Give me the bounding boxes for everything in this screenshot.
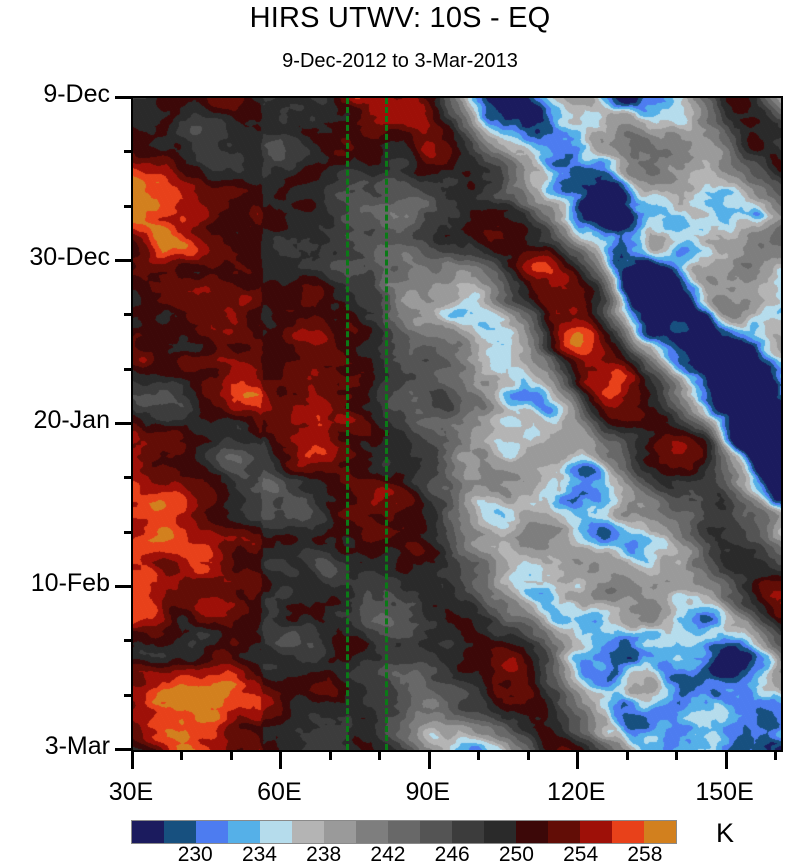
x-axis-label-120e: 120E [546, 778, 606, 806]
colorbar-label-238: 238 [306, 843, 342, 866]
colorbar-segment-8 [388, 821, 420, 843]
colorbar-segment-9 [420, 821, 452, 843]
x-tick-13 [774, 750, 778, 760]
x-tick-2 [229, 750, 233, 760]
colorbar-segment-5 [292, 821, 324, 843]
colorbar-segment-0 [132, 821, 164, 843]
y-tick-11 [124, 693, 133, 697]
contour-field-canvas [133, 98, 781, 750]
colorbar-label-254: 254 [563, 843, 599, 866]
colorbar [131, 820, 677, 844]
x-tick-7 [477, 750, 481, 760]
colorbar-segment-7 [356, 821, 388, 843]
x-tick-0 [131, 750, 134, 769]
colorbar-segment-1 [164, 821, 196, 843]
x-tick-11 [675, 750, 679, 760]
y-tick-0 [115, 96, 133, 99]
colorbar-segment-13 [548, 821, 580, 843]
y-axis-label-9-dec: 9-Dec [43, 80, 110, 108]
x-tick-8 [526, 750, 530, 760]
colorbar-segment-4 [260, 821, 292, 843]
chart-subtitle: 9-Dec-2012 to 3-Mar-2013 [282, 50, 518, 72]
y-tick-10 [124, 639, 133, 643]
y-tick-3 [115, 259, 133, 262]
y-axis-label-10-feb: 10-Feb [30, 569, 110, 597]
colorbar-label-250: 250 [498, 843, 534, 866]
x-tick-10 [625, 750, 629, 760]
x-tick-1 [180, 750, 184, 760]
colorbar-label-234: 234 [241, 843, 277, 866]
colorbar-segment-2 [196, 821, 228, 843]
vline-annotation-1 [385, 98, 389, 750]
colorbar-unit-label: K [716, 818, 735, 848]
y-tick-12 [115, 748, 133, 751]
y-tick-1 [124, 150, 133, 154]
x-tick-9 [576, 750, 580, 769]
colorbar-segment-11 [484, 821, 516, 843]
y-tick-9 [115, 585, 133, 588]
y-axis-label-30-dec: 30-Dec [29, 243, 110, 271]
y-tick-6 [115, 422, 133, 425]
x-tick-3 [279, 750, 283, 769]
y-tick-4 [124, 313, 133, 317]
y-axis-label-3-mar: 3-Mar [44, 732, 110, 760]
colorbar-segment-14 [580, 821, 612, 843]
colorbar-segment-16 [644, 821, 676, 843]
page-title: HIRS UTWV: 10S - EQ [249, 2, 551, 34]
y-tick-8 [124, 530, 133, 534]
colorbar-label-258: 258 [627, 843, 663, 866]
colorbar-segment-6 [324, 821, 356, 843]
hovmoller-plot-area [131, 96, 783, 752]
vline-annotation-0 [345, 98, 349, 750]
x-axis-label-60e: 60E [257, 778, 302, 806]
colorbar-label-242: 242 [370, 843, 406, 866]
colorbar-label-246: 246 [434, 843, 470, 866]
x-axis-label-90e: 90E [405, 778, 451, 806]
colorbar-segment-3 [228, 821, 260, 843]
x-tick-6 [427, 750, 431, 769]
x-tick-4 [328, 750, 332, 760]
y-tick-5 [124, 367, 133, 371]
x-tick-12 [724, 750, 728, 769]
colorbar-segment-15 [612, 821, 644, 843]
x-tick-5 [378, 750, 382, 760]
y-axis-label-20-jan: 20-Jan [33, 406, 110, 434]
colorbar-segment-10 [452, 821, 484, 843]
x-axis-label-30e: 30E [108, 778, 154, 806]
colorbar-segment-12 [516, 821, 548, 843]
y-tick-7 [124, 476, 133, 480]
y-tick-2 [124, 204, 133, 208]
colorbar-label-230: 230 [177, 843, 213, 866]
x-axis-label-150e: 150E [695, 778, 754, 806]
